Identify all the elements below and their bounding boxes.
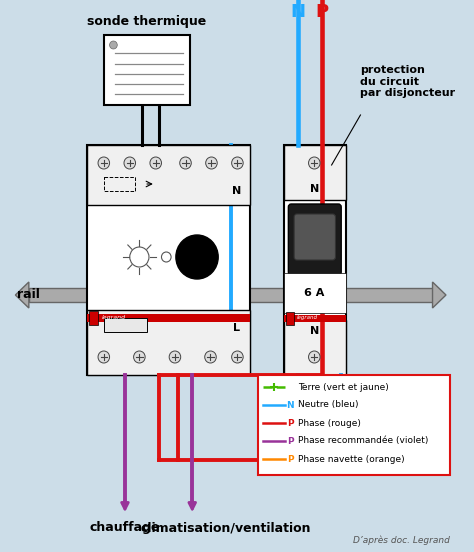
Bar (283, 145, 346, 375)
Circle shape (109, 41, 117, 49)
Polygon shape (433, 282, 446, 308)
Bar (257, 375, 450, 475)
Text: legrand: legrand (102, 316, 126, 321)
FancyBboxPatch shape (288, 204, 341, 275)
Text: N: N (310, 326, 319, 336)
Text: Phase (rouge): Phase (rouge) (298, 418, 361, 427)
Text: D’après doc. Legrand: D’après doc. Legrand (353, 535, 450, 545)
Bar (87, 314, 250, 322)
Bar (104, 35, 191, 105)
Bar (87, 145, 250, 375)
Text: sonde thermique: sonde thermique (87, 15, 207, 29)
Text: chauffage: chauffage (90, 522, 160, 534)
Circle shape (180, 157, 191, 169)
Bar (283, 315, 346, 322)
Circle shape (150, 157, 162, 169)
Bar (283, 320, 346, 375)
FancyBboxPatch shape (294, 214, 336, 260)
Circle shape (232, 157, 243, 169)
Circle shape (176, 235, 218, 279)
Text: P: P (287, 437, 293, 445)
Bar (283, 145, 346, 200)
Text: climatisation/ventilation: climatisation/ventilation (141, 522, 311, 534)
Text: legrand: legrand (297, 316, 318, 321)
Circle shape (206, 157, 217, 169)
Circle shape (134, 351, 145, 363)
Text: 6 A: 6 A (304, 288, 325, 298)
Text: N: N (291, 3, 305, 21)
Text: Phase recommandée (violet): Phase recommandée (violet) (298, 437, 428, 445)
Text: N: N (286, 401, 294, 410)
Text: rail: rail (18, 289, 40, 301)
Bar (87, 310, 250, 375)
Bar (104, 177, 135, 191)
Text: Terre (vert et jaune): Terre (vert et jaune) (298, 383, 389, 391)
Text: Phase navette (orange): Phase navette (orange) (298, 454, 405, 464)
Bar (283, 273, 346, 313)
Text: P: P (287, 454, 293, 464)
Polygon shape (15, 282, 29, 308)
Text: N: N (232, 186, 241, 196)
Bar (90, 311, 98, 325)
Bar (29, 288, 433, 302)
Text: protection
du circuit
par disjoncteur: protection du circuit par disjoncteur (360, 65, 456, 98)
Bar (104, 318, 147, 332)
Text: P: P (315, 3, 328, 21)
Text: L: L (233, 323, 240, 333)
Circle shape (309, 351, 320, 363)
Circle shape (98, 157, 109, 169)
Circle shape (169, 351, 181, 363)
Circle shape (232, 351, 243, 363)
Text: N: N (310, 184, 319, 194)
Circle shape (309, 157, 320, 169)
Circle shape (98, 351, 109, 363)
Text: Neutre (bleu): Neutre (bleu) (298, 401, 358, 410)
Bar (87, 145, 250, 205)
Text: P: P (287, 418, 293, 427)
Bar (286, 312, 294, 325)
Circle shape (205, 351, 216, 363)
Circle shape (124, 157, 136, 169)
